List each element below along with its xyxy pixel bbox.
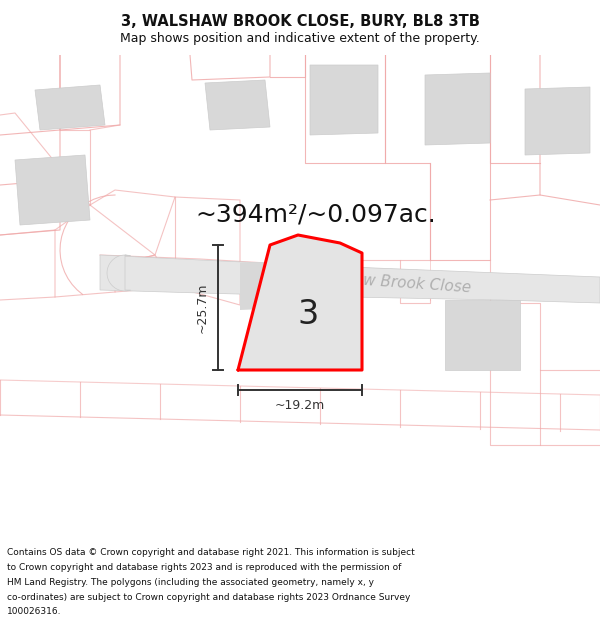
Polygon shape [525, 87, 590, 155]
Polygon shape [107, 255, 131, 291]
Text: 3, WALSHAW BROOK CLOSE, BURY, BL8 3TB: 3, WALSHAW BROOK CLOSE, BURY, BL8 3TB [121, 14, 479, 29]
Text: Walshaw Brook Close: Walshaw Brook Close [308, 269, 472, 295]
Polygon shape [240, 260, 310, 310]
Text: 3: 3 [298, 299, 319, 331]
Text: to Crown copyright and database rights 2023 and is reproduced with the permissio: to Crown copyright and database rights 2… [7, 563, 401, 572]
Text: Contains OS data © Crown copyright and database right 2021. This information is : Contains OS data © Crown copyright and d… [7, 548, 415, 558]
Polygon shape [205, 80, 270, 130]
Polygon shape [310, 65, 378, 135]
Polygon shape [15, 155, 90, 225]
Polygon shape [238, 235, 362, 370]
Polygon shape [425, 73, 490, 145]
Polygon shape [445, 300, 520, 370]
Text: 100026316.: 100026316. [7, 608, 62, 616]
Polygon shape [35, 85, 105, 130]
Text: co-ordinates) are subject to Crown copyright and database rights 2023 Ordnance S: co-ordinates) are subject to Crown copyr… [7, 592, 410, 602]
Text: Map shows position and indicative extent of the property.: Map shows position and indicative extent… [120, 32, 480, 45]
Text: ~25.7m: ~25.7m [196, 282, 209, 332]
Polygon shape [100, 255, 600, 303]
Text: HM Land Registry. The polygons (including the associated geometry, namely x, y: HM Land Registry. The polygons (includin… [7, 578, 374, 587]
Text: ~394m²/~0.097ac.: ~394m²/~0.097ac. [195, 203, 436, 227]
Text: ~19.2m: ~19.2m [275, 399, 325, 412]
